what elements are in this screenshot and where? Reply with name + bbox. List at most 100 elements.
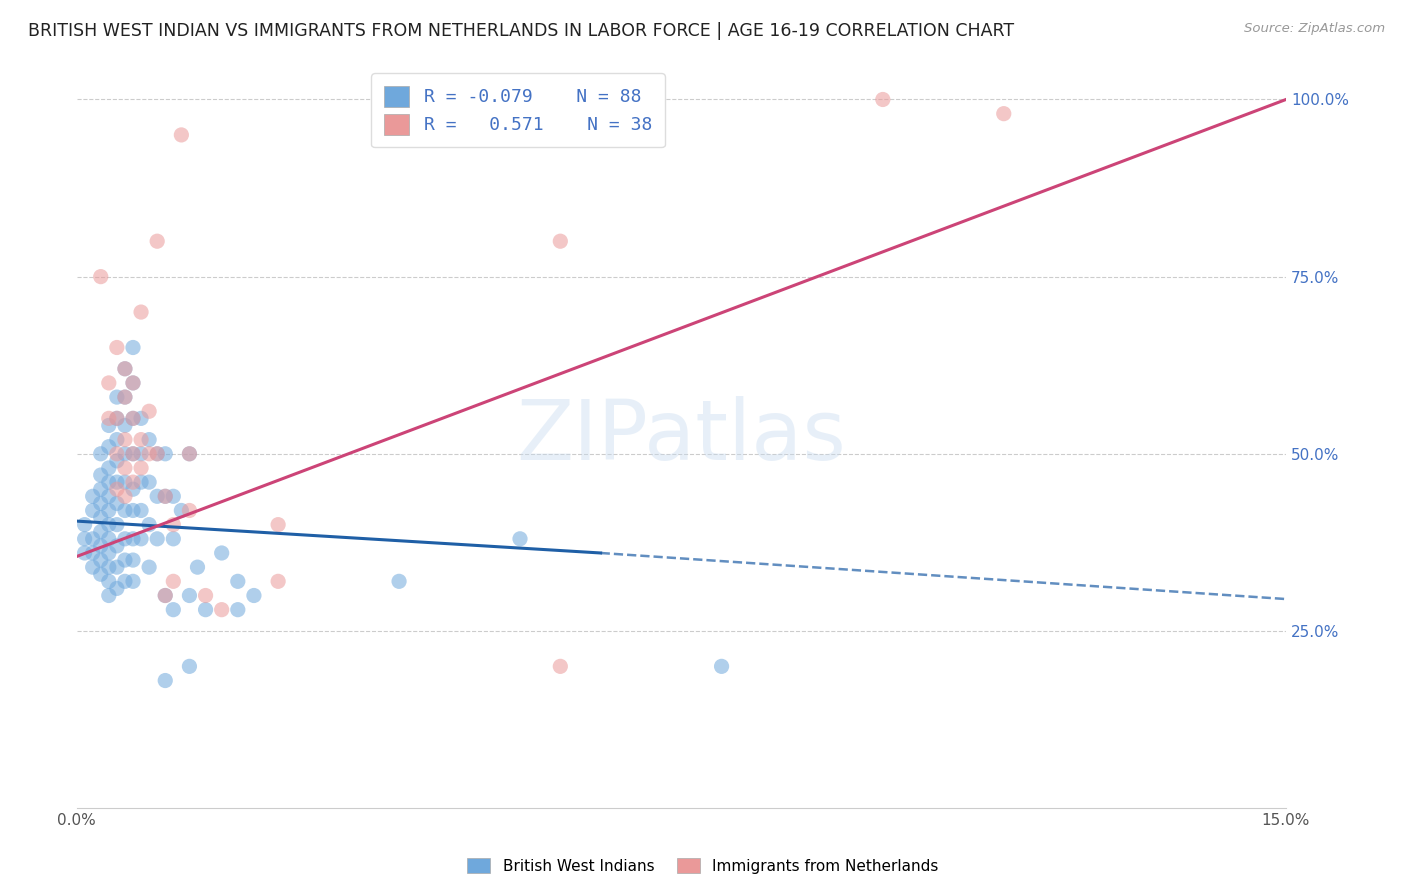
Point [114,390,136,404]
Point [226,602,249,616]
Point [129,503,152,517]
Point [122,447,145,461]
Point [122,503,145,517]
Point [179,503,201,517]
Point [243,589,266,603]
Point [114,532,136,546]
Point [122,411,145,425]
Point [114,574,136,589]
Point [162,532,184,546]
Point [114,418,136,433]
Point [155,489,177,503]
Point [105,539,128,553]
Point [155,589,177,603]
Point [186,560,208,574]
Point [179,659,201,673]
Point [105,447,128,461]
Point [129,532,152,546]
Point [82,546,104,560]
Point [105,411,128,425]
Point [82,532,104,546]
Point [90,510,112,524]
Point [146,447,169,461]
Point [267,574,290,589]
Point [138,560,160,574]
Point [90,553,112,567]
Point [82,489,104,503]
Point [129,411,152,425]
Point [122,553,145,567]
Point [179,447,201,461]
Point [97,546,120,560]
Point [73,532,96,546]
Point [105,390,128,404]
Text: BRITISH WEST INDIAN VS IMMIGRANTS FROM NETHERLANDS IN LABOR FORCE | AGE 16-19 CO: BRITISH WEST INDIAN VS IMMIGRANTS FROM N… [28,22,1014,40]
Point [73,546,96,560]
Point [170,128,193,142]
Point [105,482,128,496]
Text: ZIPatlas: ZIPatlas [516,395,846,476]
Point [114,361,136,376]
Point [97,560,120,574]
Point [129,305,152,319]
Point [122,341,145,355]
Point [146,447,169,461]
Point [146,234,169,248]
Point [82,560,104,574]
Point [114,489,136,503]
Point [97,411,120,425]
Point [550,659,572,673]
Point [105,582,128,596]
Point [114,390,136,404]
Point [105,560,128,574]
Point [114,553,136,567]
Point [105,454,128,468]
Point [146,489,169,503]
Point [97,440,120,454]
Text: Source: ZipAtlas.com: Source: ZipAtlas.com [1244,22,1385,36]
Point [97,574,120,589]
Point [162,602,184,616]
Point [97,461,120,475]
Point [129,461,152,475]
Point [97,503,120,517]
Point [122,482,145,496]
Point [267,517,290,532]
Point [97,376,120,390]
Point [122,411,145,425]
Point [114,433,136,447]
Point [509,532,531,546]
Point [114,475,136,490]
Point [90,447,112,461]
Point [90,496,112,510]
Point [138,475,160,490]
Point [114,361,136,376]
Point [90,482,112,496]
Point [122,574,145,589]
Point [155,447,177,461]
Point [872,93,894,107]
Point [226,574,249,589]
Point [194,602,217,616]
Point [129,447,152,461]
Legend: British West Indians, Immigrants from Netherlands: British West Indians, Immigrants from Ne… [461,852,945,880]
Point [105,496,128,510]
Point [155,673,177,688]
Point [155,589,177,603]
Point [97,489,120,503]
Point [114,503,136,517]
Point [105,411,128,425]
Point [211,602,233,616]
Point [179,447,201,461]
Point [105,341,128,355]
Point [122,475,145,490]
Point [73,517,96,532]
Point [138,517,160,532]
Point [90,524,112,539]
Point [170,503,193,517]
Point [90,539,112,553]
Point [90,567,112,582]
Point [388,574,411,589]
Point [105,517,128,532]
Point [105,475,128,490]
